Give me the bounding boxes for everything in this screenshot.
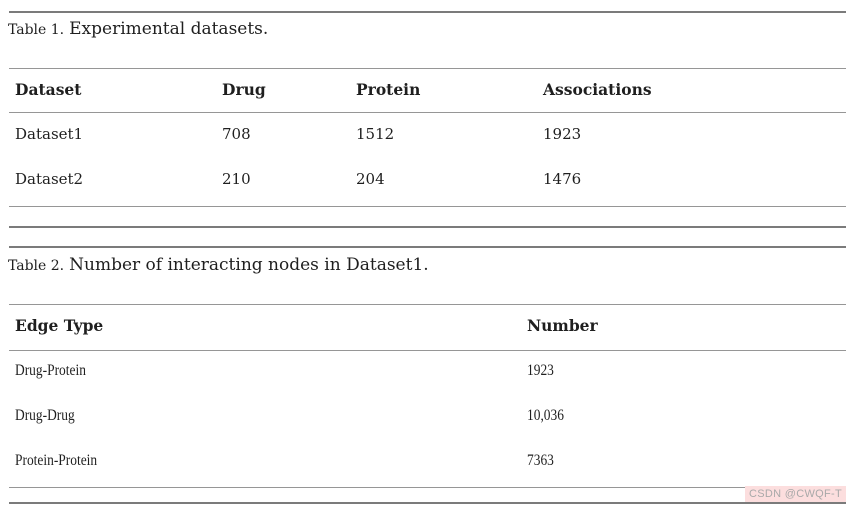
table2-top-rule bbox=[9, 304, 846, 305]
table1-closing-rule bbox=[9, 226, 846, 228]
table2-section-rule bbox=[9, 246, 846, 248]
table1-row2-cell-dataset: Dataset2 bbox=[15, 170, 84, 188]
table1-row1-cell-protein: 1512 bbox=[356, 125, 395, 143]
table1-column-header-dataset: Dataset bbox=[15, 80, 82, 99]
table1-header-rule bbox=[9, 112, 846, 113]
table2-header-rule bbox=[9, 350, 846, 351]
top-rule bbox=[9, 11, 846, 13]
table1-caption-label: Table 1. bbox=[8, 22, 65, 38]
table1-row1-cell-associations: 1923 bbox=[543, 125, 582, 143]
table2-row1-cell-edge-type: Drug-Protein bbox=[15, 362, 86, 379]
table1-column-header-associations: Associations bbox=[543, 80, 652, 99]
table2-caption-label: Table 2. bbox=[8, 258, 65, 274]
table1-row1-cell-dataset: Dataset1 bbox=[15, 125, 84, 143]
table2-row2-cell-edge-type: Drug-Drug bbox=[15, 407, 75, 424]
table1-caption: Table 1. Experimental datasets. bbox=[8, 16, 268, 42]
page-bottom-rule bbox=[9, 502, 846, 504]
table2-column-header-number: Number bbox=[527, 316, 598, 335]
table2-caption: Table 2. Number of interacting nodes in D… bbox=[8, 252, 429, 278]
table1-row2-cell-protein: 204 bbox=[356, 170, 385, 188]
table2-bottom-rule bbox=[9, 487, 846, 488]
table2-row2-cell-number: 10,036 bbox=[527, 407, 564, 424]
table1-caption-title: Experimental datasets. bbox=[69, 19, 269, 39]
table2-row1-cell-number: 1923 bbox=[527, 362, 554, 379]
table1-row1-cell-drug: 708 bbox=[222, 125, 251, 143]
table2-row3-cell-number: 7363 bbox=[527, 452, 554, 469]
table1-row2-cell-associations: 1476 bbox=[543, 170, 582, 188]
table2-column-header-edge-type: Edge Type bbox=[15, 316, 104, 335]
table2-caption-title: Number of interacting nodes in Dataset1. bbox=[69, 255, 429, 275]
table1-column-header-protein: Protein bbox=[356, 80, 421, 99]
table1-column-header-drug: Drug bbox=[222, 80, 266, 99]
csdn-watermark: CSDN @CWQF-T bbox=[745, 486, 846, 502]
table1-top-rule bbox=[9, 68, 846, 69]
table1-bottom-rule bbox=[9, 206, 846, 207]
table2-row3-cell-edge-type: Protein-Protein bbox=[15, 452, 98, 469]
table1-row2-cell-drug: 210 bbox=[222, 170, 251, 188]
